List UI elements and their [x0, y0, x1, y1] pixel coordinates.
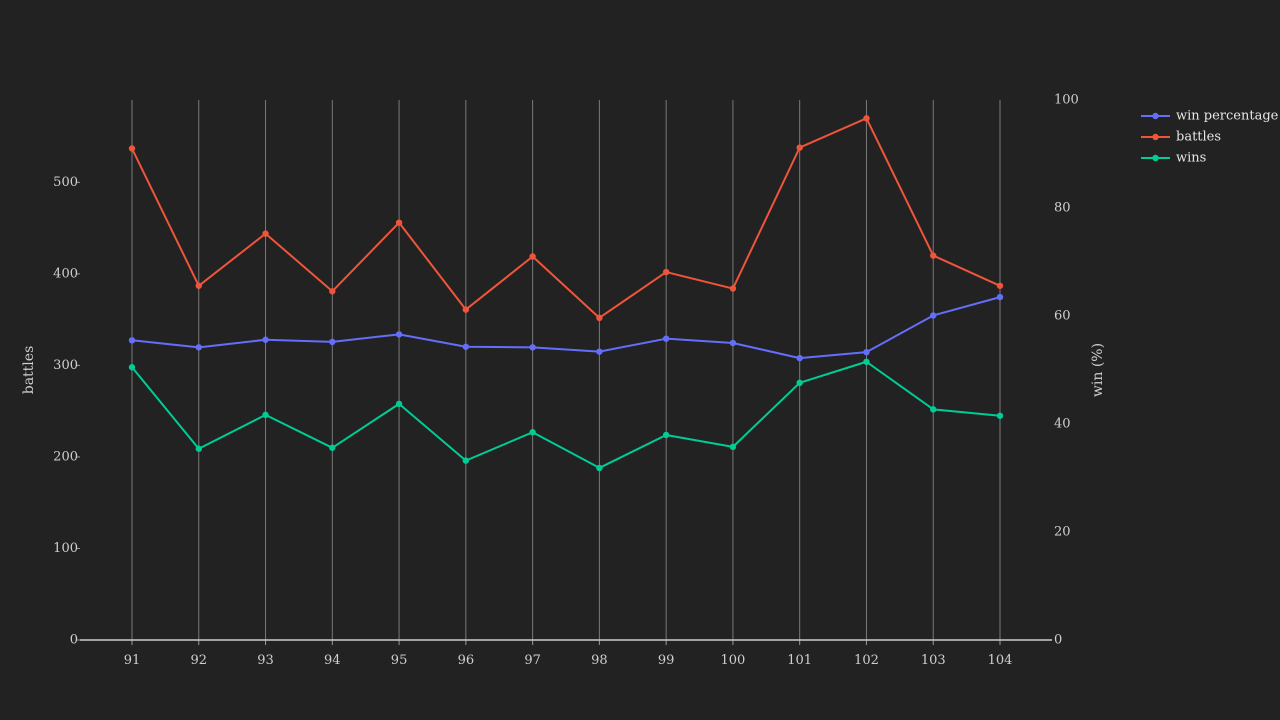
data-point-win-percentage[interactable]	[395, 331, 403, 338]
y-left-tick-label: 200	[53, 449, 78, 464]
data-point-win-percentage[interactable]	[262, 336, 269, 343]
y-right-tick-label: 80	[1054, 201, 1071, 216]
legend-swatch-marker	[1152, 133, 1159, 141]
y-left-tick-label: 0	[70, 633, 78, 648]
y-left-tick-label: 300	[53, 358, 78, 373]
data-point-wins[interactable]	[195, 445, 202, 452]
data-point-battles[interactable]	[262, 230, 269, 237]
legend-label: win percentage	[1176, 109, 1279, 124]
data-point-wins[interactable]	[462, 457, 470, 464]
y-right-tick-label: 40	[1054, 417, 1071, 432]
series-wins	[128, 358, 1004, 472]
x-tick-label: 92	[190, 653, 207, 668]
legend-item-win-percentage[interactable]: win percentage	[1141, 109, 1279, 124]
data-point-battles[interactable]	[930, 252, 937, 259]
data-point-wins[interactable]	[262, 411, 269, 419]
data-point-win-percentage[interactable]	[462, 343, 470, 350]
data-point-wins[interactable]	[596, 464, 603, 472]
data-point-battles[interactable]	[729, 285, 737, 292]
legend-swatch-marker	[1152, 154, 1159, 162]
data-point-battles[interactable]	[462, 306, 470, 313]
data-point-win-percentage[interactable]	[996, 293, 1004, 301]
data-point-win-percentage[interactable]	[128, 337, 136, 344]
data-point-win-percentage[interactable]	[529, 344, 536, 351]
data-point-battles[interactable]	[996, 282, 1004, 289]
data-point-wins[interactable]	[662, 431, 670, 439]
data-point-battles[interactable]	[596, 314, 603, 322]
data-point-win-percentage[interactable]	[729, 339, 737, 347]
x-tick-label: 103	[921, 653, 946, 668]
x-tick-label: 98	[591, 653, 608, 668]
y-left-axis-title: battles	[21, 346, 37, 395]
data-point-battles[interactable]	[128, 145, 136, 152]
x-tick-label: 104	[988, 653, 1013, 668]
series-line-win-percentage	[131, 296, 1001, 360]
y-left-tick-label: 500	[53, 175, 78, 190]
legend-swatch-marker	[1152, 112, 1159, 120]
data-point-battles[interactable]	[529, 253, 536, 260]
legend-item-battles[interactable]: battles	[1141, 130, 1221, 145]
grid-layer	[131, 100, 1001, 640]
data-point-win-percentage[interactable]	[195, 344, 202, 351]
data-point-wins[interactable]	[930, 406, 937, 413]
data-point-win-percentage[interactable]	[930, 312, 937, 319]
y-right-tick-label: 20	[1054, 525, 1071, 540]
series-line-wins	[131, 360, 1001, 469]
y-right-tick-label: 100	[1054, 93, 1079, 108]
data-point-wins[interactable]	[996, 412, 1004, 419]
data-point-win-percentage[interactable]	[863, 348, 870, 356]
series-line-battles	[131, 117, 1001, 319]
data-point-win-percentage[interactable]	[662, 335, 670, 342]
data-point-battles[interactable]	[195, 282, 202, 289]
data-point-wins[interactable]	[529, 429, 536, 436]
x-tick-label: 99	[658, 653, 675, 668]
data-point-win-percentage[interactable]	[796, 354, 803, 362]
data-point-wins[interactable]	[128, 364, 136, 371]
series-win-percentage	[128, 293, 1004, 362]
data-point-wins[interactable]	[796, 379, 803, 387]
x-tick-label: 100	[721, 653, 746, 668]
legend-item-wins[interactable]: wins	[1141, 151, 1206, 166]
data-point-battles[interactable]	[796, 144, 803, 151]
data-point-wins[interactable]	[863, 358, 870, 365]
x-tick-label: 93	[257, 653, 274, 668]
axis-layer: 91 92 93 94 95 96 97 98 99 100 101 102 103 1040100200…	[21, 93, 1106, 668]
data-point-win-percentage[interactable]	[329, 338, 336, 346]
data-point-wins[interactable]	[329, 444, 336, 451]
y-left-tick-label: 100	[53, 541, 78, 556]
data-point-wins[interactable]	[729, 443, 737, 451]
y-right-axis-title: win (%)	[1090, 343, 1106, 397]
data-point-battles[interactable]	[395, 219, 403, 226]
x-tick-label: 94	[324, 653, 341, 668]
data-point-wins[interactable]	[395, 400, 403, 408]
legend-label: wins	[1176, 151, 1206, 166]
data-point-battles[interactable]	[863, 115, 870, 122]
legend-label: battles	[1176, 130, 1221, 145]
x-tick-label: 91	[124, 653, 141, 668]
series-layer	[128, 115, 1004, 472]
data-point-win-percentage[interactable]	[596, 348, 603, 355]
y-right-tick-label: 60	[1054, 309, 1071, 324]
data-point-battles[interactable]	[662, 268, 670, 276]
y-right-tick-label: 0	[1054, 633, 1062, 648]
x-tick-label: 97	[524, 653, 541, 668]
x-tick-label: 96	[458, 653, 475, 668]
x-tick-label: 101	[787, 653, 812, 668]
series-battles	[128, 115, 1004, 322]
legend[interactable]: win percentage battles wins	[1141, 109, 1279, 166]
x-tick-label: 102	[854, 653, 879, 668]
y-left-tick-label: 400	[53, 266, 78, 281]
data-point-battles[interactable]	[329, 288, 336, 295]
x-tick-label: 95	[391, 653, 408, 668]
